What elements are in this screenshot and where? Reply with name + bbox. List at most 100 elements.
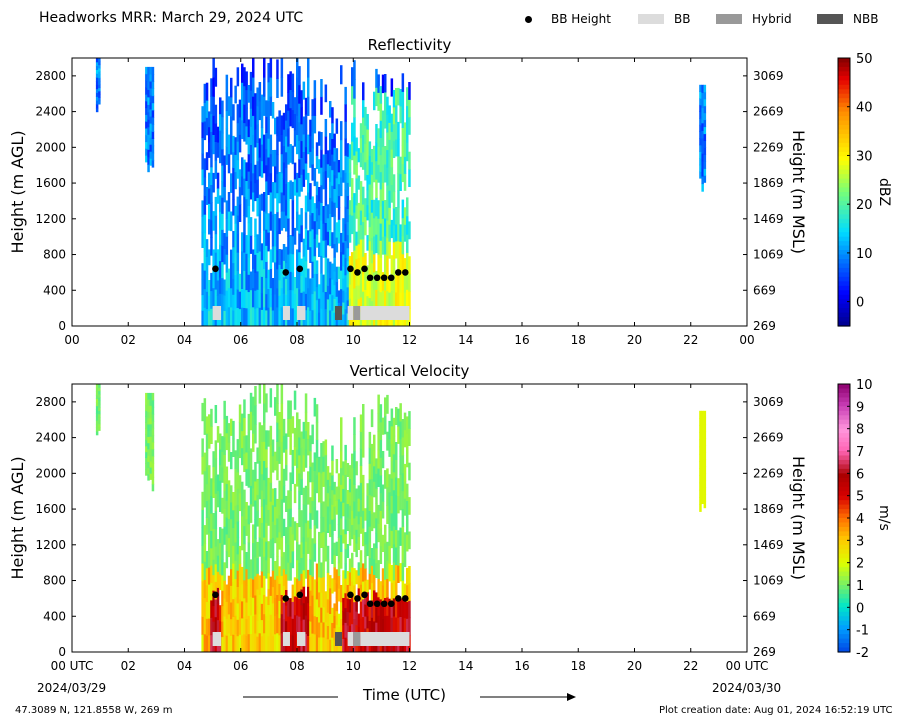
echo-cell (384, 200, 387, 219)
echo-cell (390, 495, 394, 514)
echo-cell (230, 116, 233, 136)
echo-cell (300, 275, 303, 293)
echo-cell (232, 151, 235, 169)
echo-cell (245, 180, 248, 200)
echo-cell (263, 460, 266, 481)
echo-cell (331, 201, 334, 218)
echo-cell (359, 567, 363, 585)
echo-cell (340, 121, 343, 141)
echo-cell (373, 465, 376, 482)
echo-cell (258, 632, 262, 652)
echo-cell (232, 310, 235, 326)
echo-cell (291, 181, 295, 201)
echo-cell (265, 148, 268, 166)
echo-cell (278, 218, 281, 235)
echo-cell (249, 411, 253, 431)
echo-cell (210, 219, 213, 238)
echo-cell (256, 636, 259, 652)
echo-cell (296, 77, 299, 97)
echo-cell (362, 474, 365, 494)
echo-cell (340, 450, 343, 469)
echo-cell (302, 504, 306, 521)
echo-cell (214, 493, 218, 512)
echo-cell (348, 214, 352, 229)
echo-cell (267, 119, 270, 139)
echo-cell (304, 211, 308, 229)
echo-cell (276, 211, 279, 232)
echo-cell (234, 487, 237, 506)
echo-cell (329, 213, 332, 231)
echo-cell (247, 468, 251, 488)
echo-cell (151, 469, 155, 478)
echo-cell (267, 604, 270, 621)
y-tick-label-right: 669 (753, 283, 776, 297)
echo-cell (95, 77, 99, 82)
echo-cell (355, 258, 358, 273)
echo-cell (234, 578, 237, 598)
echo-cell (307, 134, 310, 155)
echo-cell (337, 266, 341, 280)
bb-type-bar (282, 632, 290, 646)
echo-cell (285, 294, 288, 311)
echo-cell (208, 465, 211, 483)
echo-cell (282, 112, 286, 130)
echo-cell (348, 144, 352, 159)
echo-cell (340, 551, 343, 569)
echo-cell (390, 599, 394, 618)
echo-cell (359, 239, 363, 255)
echo-cell (370, 565, 374, 584)
echo-cell (256, 447, 259, 464)
echo-cell (395, 617, 398, 635)
echo-cell (359, 448, 363, 466)
echo-cell (368, 573, 372, 590)
colorbar-tick-label: 1 (856, 579, 864, 594)
echo-cell (293, 483, 297, 504)
echo-cell (263, 287, 266, 308)
echo-cell (346, 463, 350, 477)
echo-cell (362, 510, 365, 529)
echo-cell (329, 587, 332, 602)
echo-cell (298, 472, 301, 492)
echo-cell (359, 268, 363, 284)
echo-cell (98, 400, 101, 405)
echo-cell (149, 473, 152, 480)
colorbar-cell (838, 321, 850, 327)
echo-cell (214, 440, 218, 459)
colorbar-cell (838, 477, 850, 483)
echo-cell (355, 177, 358, 192)
echo-cell (392, 140, 396, 158)
echo-cell (212, 134, 215, 155)
colorbar-label: m/s (876, 505, 892, 531)
echo-cell (302, 116, 306, 135)
echo-cell (265, 213, 268, 230)
echo-cell (256, 105, 259, 125)
echo-cell (95, 413, 99, 418)
echo-cell (232, 135, 235, 153)
bb-height-dot (354, 269, 361, 276)
echo-cell (368, 541, 372, 559)
echo-cell (252, 433, 255, 452)
echo-cell (302, 291, 306, 310)
echo-cell (392, 525, 396, 545)
echo-cell (333, 579, 336, 592)
echo-cell (355, 488, 358, 503)
echo-cell (230, 452, 233, 470)
echo-cell (701, 457, 704, 465)
echo-cell (329, 133, 332, 150)
echo-cell (315, 457, 319, 476)
echo-cell (216, 295, 220, 312)
echo-cell (353, 450, 356, 468)
echo-cell (252, 524, 255, 544)
echo-cell (227, 518, 231, 539)
echo-cell (254, 386, 257, 406)
echo-cell (342, 278, 345, 291)
echo-cell (381, 618, 385, 636)
echo-cell (318, 456, 321, 473)
echo-cell (390, 478, 394, 496)
echo-cell (699, 124, 702, 132)
echo-cell (293, 577, 297, 597)
echo-cell (282, 145, 286, 163)
x-tick-label: 22 (683, 333, 698, 347)
echo-cell (324, 84, 328, 103)
echo-cell (149, 460, 152, 468)
